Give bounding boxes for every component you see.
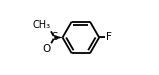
Text: S: S [51, 32, 58, 43]
Polygon shape [55, 36, 62, 39]
Text: O: O [42, 44, 50, 54]
Text: F: F [106, 32, 112, 43]
Text: CH₃: CH₃ [32, 20, 50, 30]
